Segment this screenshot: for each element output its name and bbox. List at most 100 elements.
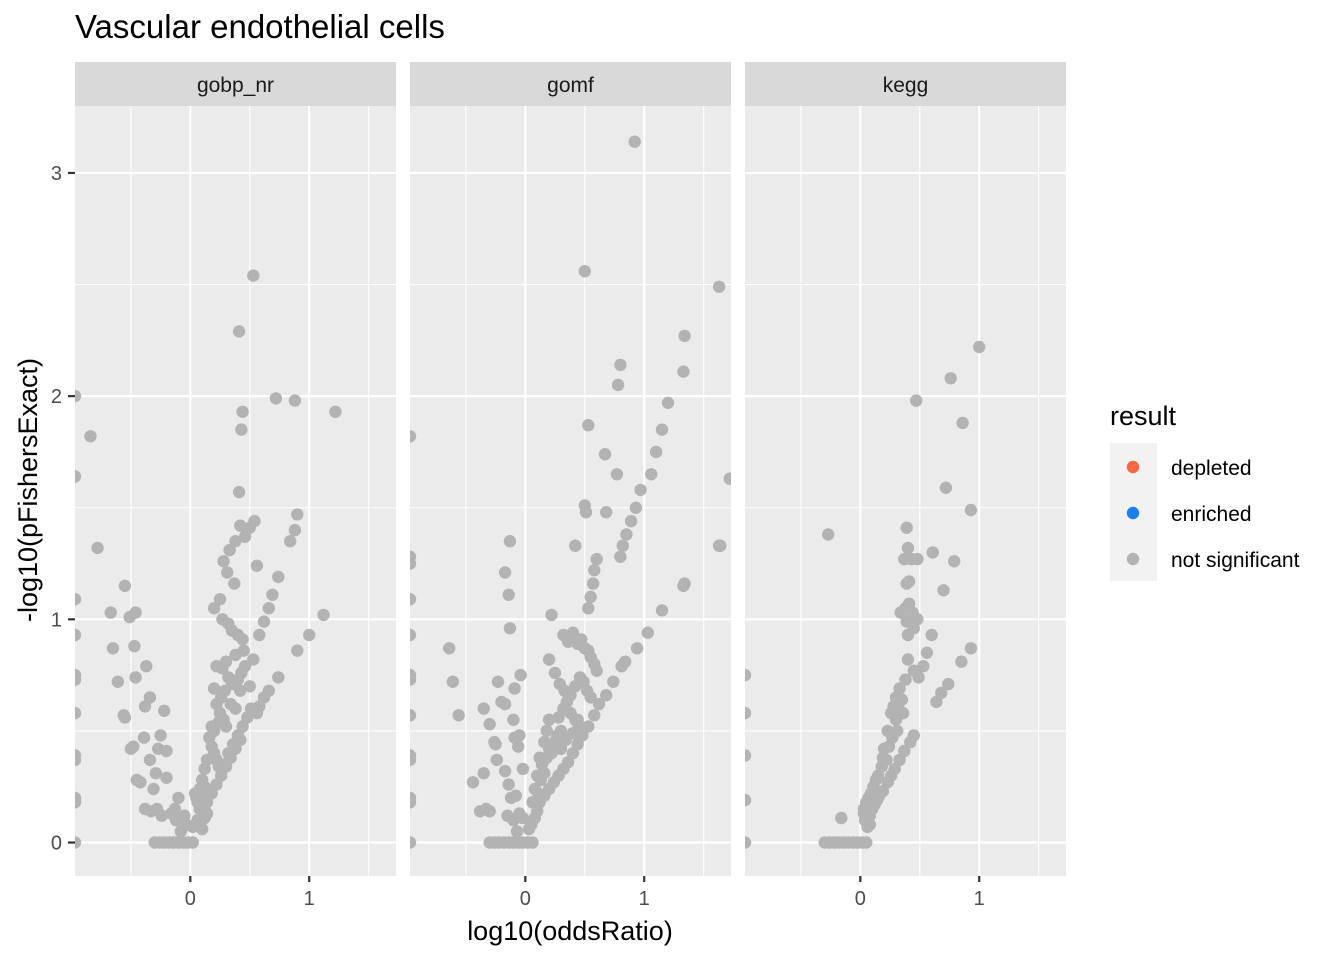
data-points-gomf <box>410 135 731 849</box>
data-point <box>588 564 601 577</box>
data-point <box>930 695 943 709</box>
data-point <box>288 394 302 407</box>
data-point <box>491 675 505 688</box>
legend-title: result <box>1110 401 1177 431</box>
data-point <box>509 789 522 802</box>
data-point <box>247 269 260 282</box>
data-point <box>641 626 654 639</box>
data-point <box>522 822 536 836</box>
data-point <box>607 675 620 688</box>
data-point <box>956 416 969 430</box>
data-point <box>155 809 168 822</box>
data-point <box>236 405 249 418</box>
data-point <box>910 394 923 407</box>
data-point <box>579 506 593 519</box>
data-point <box>221 566 234 579</box>
data-point <box>186 836 199 849</box>
data-point <box>516 811 530 825</box>
data-point <box>123 610 136 624</box>
data-point <box>410 796 417 809</box>
data-point <box>926 546 939 559</box>
data-point <box>598 448 612 461</box>
data-point <box>560 695 574 709</box>
data-point <box>75 628 82 642</box>
data-point <box>566 727 580 740</box>
data-point <box>889 713 903 726</box>
data-point <box>901 541 915 555</box>
data-point <box>168 802 182 816</box>
data-point <box>540 724 553 738</box>
data-point <box>899 673 912 686</box>
legend-key-enriched <box>1126 506 1140 520</box>
legend-label: depleted <box>1171 457 1252 480</box>
data-point <box>548 666 562 680</box>
legend: result depleted enriched not significant <box>1110 401 1300 581</box>
data-point <box>250 559 264 572</box>
x-axis: 0 1 0 1 0 1 <box>185 876 985 910</box>
data-point <box>835 811 848 825</box>
data-point <box>502 778 515 791</box>
data-point <box>489 738 502 751</box>
x-tick-label: 1 <box>974 888 985 910</box>
data-point <box>143 753 157 767</box>
data-point <box>75 673 82 686</box>
data-point <box>238 530 252 543</box>
data-point <box>160 744 173 758</box>
data-point <box>129 671 142 684</box>
data-point <box>526 836 539 849</box>
data-point <box>507 713 520 726</box>
data-point <box>615 660 628 673</box>
data-point <box>149 767 162 780</box>
data-point <box>198 762 211 776</box>
data-point <box>291 644 304 657</box>
data-point <box>75 753 82 767</box>
data-point <box>628 135 641 148</box>
facet-strip-label: gobp_nr <box>197 74 274 97</box>
data-point <box>410 430 417 443</box>
data-point <box>410 709 417 722</box>
data-point <box>822 528 835 541</box>
data-point <box>218 684 231 697</box>
data-point <box>410 593 417 606</box>
data-point <box>614 358 627 372</box>
data-point <box>901 628 915 642</box>
data-point <box>257 615 271 628</box>
data-point <box>213 593 227 606</box>
data-point <box>247 653 260 666</box>
data-point <box>569 539 582 552</box>
data-point <box>111 675 125 688</box>
data-point <box>861 820 874 834</box>
x-axis-title: log10(oddsRatio) <box>467 916 673 946</box>
data-point <box>223 543 236 557</box>
data-point <box>118 711 132 724</box>
data-point <box>196 822 209 836</box>
data-point <box>964 642 978 655</box>
data-point <box>303 628 316 642</box>
data-point <box>714 539 727 552</box>
data-point <box>616 539 629 552</box>
data-point <box>912 671 925 684</box>
data-point <box>542 713 556 726</box>
data-point <box>745 836 752 849</box>
data-point <box>503 622 517 635</box>
data-point <box>232 325 246 338</box>
data-point <box>582 720 595 733</box>
data-point <box>128 639 141 653</box>
data-point <box>614 550 627 563</box>
data-point <box>582 602 595 615</box>
data-point <box>200 807 214 820</box>
y-axis-title: -log10(pFishersExact) <box>13 358 43 622</box>
legend-key-depleted <box>1126 460 1140 474</box>
data-point <box>329 405 342 418</box>
y-axis: 0 1 2 3 <box>51 163 75 855</box>
data-point <box>272 671 285 684</box>
data-point <box>942 677 955 691</box>
data-point <box>566 626 580 639</box>
data-point <box>75 389 82 403</box>
data-point <box>272 570 285 584</box>
data-point <box>723 472 731 485</box>
data-point <box>508 682 521 695</box>
x-tick-label: 1 <box>639 888 650 910</box>
data-point <box>147 782 160 796</box>
data-point <box>955 655 968 668</box>
